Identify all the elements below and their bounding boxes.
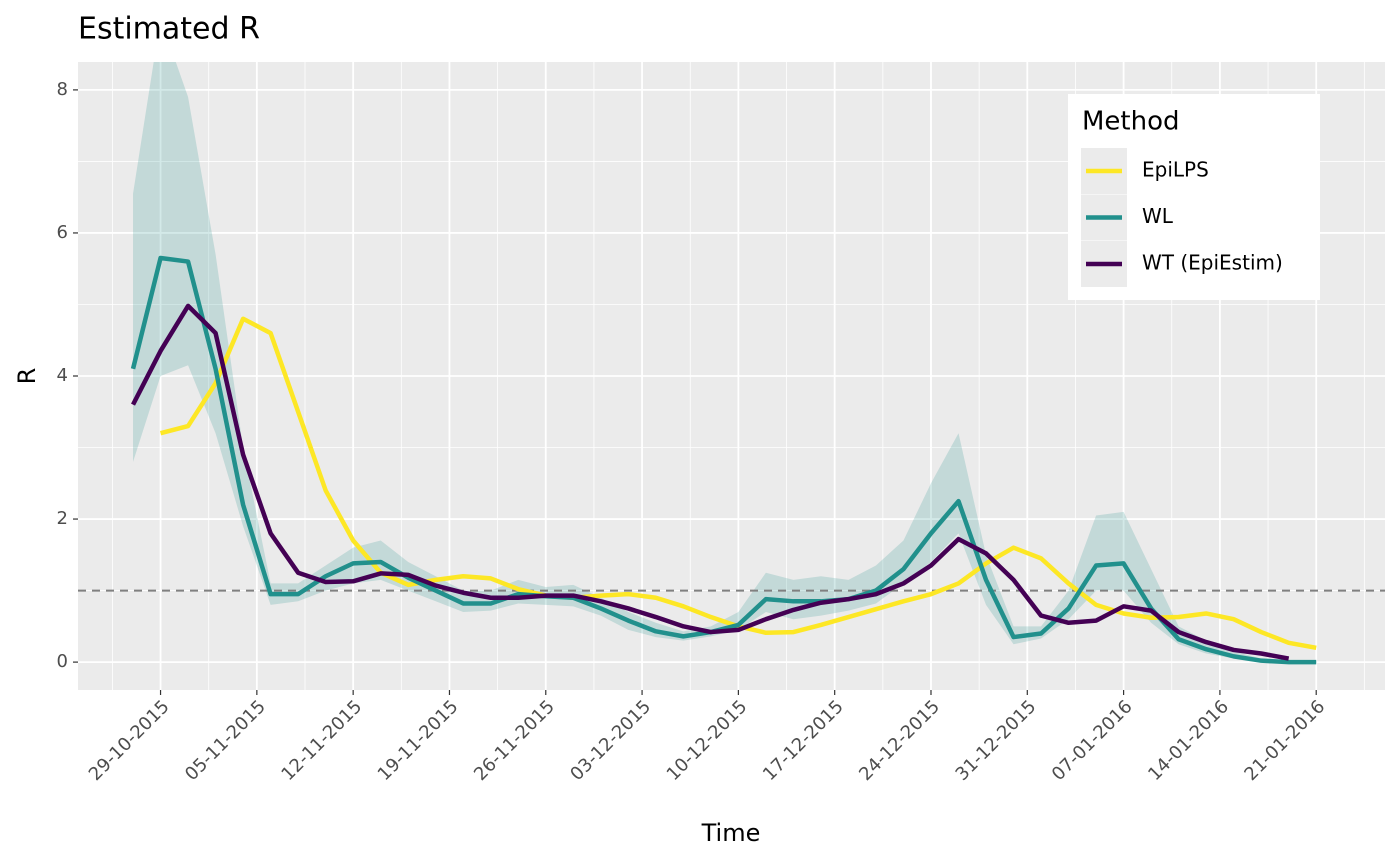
x-axis-title: Time bbox=[701, 819, 761, 847]
x-tick-label: 19-11-2015 bbox=[374, 696, 463, 785]
x-tick-label: 10-12-2015 bbox=[663, 696, 752, 785]
x-tick-label: 26-11-2015 bbox=[470, 696, 559, 785]
y-tick-label: 4 bbox=[57, 365, 68, 386]
x-tick-label: 24-12-2015 bbox=[855, 696, 944, 785]
series-line bbox=[131, 303, 1290, 661]
legend: Method EpiLPS WL WT (EpiEstim) bbox=[1068, 94, 1320, 300]
chart-title: Estimated R bbox=[78, 12, 260, 47]
x-tick-label: 03-12-2015 bbox=[566, 696, 655, 785]
x-tick-label: 12-11-2015 bbox=[277, 696, 366, 785]
y-tick-label: 6 bbox=[57, 222, 68, 243]
x-tick-label: 07-01-2016 bbox=[1048, 696, 1137, 785]
y-tick-label: 8 bbox=[57, 79, 68, 100]
x-tick-label: 05-11-2015 bbox=[181, 696, 270, 785]
legend-label: WL bbox=[1142, 204, 1174, 228]
legend-title: Method bbox=[1082, 107, 1180, 137]
x-tick-label: 14-01-2016 bbox=[1144, 696, 1233, 785]
x-tick-label: 21-01-2016 bbox=[1240, 696, 1329, 785]
series-line bbox=[130, 255, 1317, 665]
plot-area bbox=[78, 62, 1385, 665]
y-axis-title: R bbox=[13, 368, 41, 385]
x-tick-label: 31-12-2015 bbox=[952, 696, 1041, 785]
y-tick-label: 0 bbox=[57, 651, 68, 672]
x-tick-label: 17-12-2015 bbox=[759, 696, 848, 785]
x-tick-label: 29-10-2015 bbox=[85, 696, 174, 785]
y-tick-label: 2 bbox=[57, 508, 68, 529]
legend-label: WT (EpiEstim) bbox=[1142, 251, 1283, 275]
legend-label: EpiLPS bbox=[1142, 158, 1209, 182]
